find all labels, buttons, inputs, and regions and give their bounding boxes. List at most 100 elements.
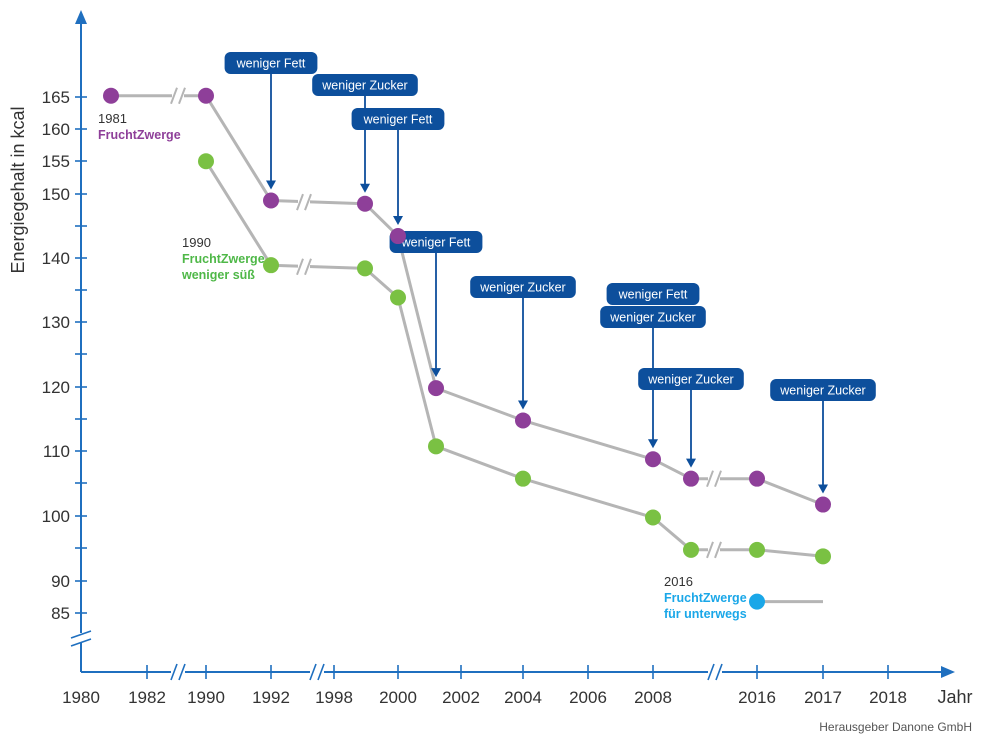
x-axis-break [309, 663, 325, 681]
callout-arrowhead [518, 400, 528, 410]
series-note-name: für unterwegs [664, 607, 747, 621]
x-tick-label: 2008 [634, 688, 672, 707]
data-point-fruchtzwerge [815, 496, 831, 513]
series-line-break [706, 470, 722, 488]
data-point-weniger-suess [390, 289, 406, 306]
callout-box [351, 108, 445, 130]
x-tick-label: 2006 [569, 688, 607, 707]
data-point-weniger-suess [428, 438, 444, 455]
callout-label: weniger Zucker [609, 311, 695, 325]
callout-arrowhead [648, 439, 658, 449]
x-tick-label: 1982 [128, 688, 166, 707]
data-point-fruchtzwerge [263, 192, 279, 209]
y-axis-title: Energiegehalt in kcal [8, 106, 28, 273]
x-axis-break [707, 663, 723, 681]
data-point-fruchtzwerge [645, 451, 661, 468]
data-point-weniger-suess [515, 470, 531, 487]
series-line-fruchtzwerge [111, 94, 824, 506]
callout-arrowhead [266, 180, 276, 190]
y-tick-label: 150 [42, 185, 70, 204]
callout-box [606, 283, 700, 305]
x-tick-label: 2018 [869, 688, 907, 707]
callout-arrowhead [360, 183, 370, 193]
y-tick-label: 120 [42, 378, 70, 397]
y-axis-break [70, 630, 92, 647]
x-tick-label: 1990 [187, 688, 225, 707]
callout-label: weniger Zucker [779, 384, 865, 398]
x-tick-label: 2000 [379, 688, 417, 707]
callout-box [600, 306, 706, 328]
callout-box [770, 379, 876, 401]
axes: 165 160 155 150 140 130 120 110 100 90 85 1980 1982 1… [8, 10, 973, 707]
data-points [103, 87, 831, 610]
x-tick-label: 2002 [442, 688, 480, 707]
callout: weniger Zucker [770, 379, 876, 494]
callout-label: weniger Fett [618, 288, 688, 302]
data-point-fruchtzwerge [198, 87, 214, 104]
x-axis-arrow [941, 666, 955, 678]
data-point-fruchtzwerge [428, 380, 444, 397]
y-tick-label: 130 [42, 313, 70, 332]
callout-arrowhead [431, 368, 441, 378]
series-note-year: 1990 [182, 235, 211, 250]
data-point-weniger-suess [198, 153, 214, 170]
callout-box [312, 74, 418, 96]
y-tick-label: 100 [42, 507, 70, 526]
y-tick-label: 165 [42, 88, 70, 107]
callout: weniger Fett [224, 52, 318, 190]
x-tick-label: 2017 [804, 688, 842, 707]
y-tick-label: 160 [42, 120, 70, 139]
series-note-year: 1981 [98, 111, 127, 126]
callout: weniger Zucker [638, 368, 744, 468]
callout-arrowhead [393, 216, 403, 226]
callout-box [638, 368, 744, 390]
data-point-weniger-suess [749, 541, 765, 558]
callout: weniger Zucker [470, 276, 576, 410]
data-point-unterwegs [749, 593, 765, 610]
x-tick-label: 2016 [738, 688, 776, 707]
y-tick-label: 110 [43, 442, 70, 461]
series-note: 1981 FruchtZwerge [98, 111, 181, 142]
data-point-weniger-suess [263, 257, 279, 274]
series-lines [111, 87, 824, 604]
data-point-fruchtzwerge [103, 87, 119, 104]
y-tick-label: 140 [42, 249, 70, 268]
series-note-name: FruchtZwerge [182, 252, 265, 266]
series-line-break [296, 193, 312, 211]
publisher-credit: Herausgeber Danone GmbH [819, 720, 972, 734]
x-tick-label: 1992 [252, 688, 290, 707]
callout-label: weniger Fett [236, 57, 306, 71]
y-tick-label: 155 [42, 152, 70, 171]
data-point-fruchtzwerge [390, 228, 406, 245]
callout: weniger Fett [389, 231, 483, 378]
data-point-weniger-suess [357, 260, 373, 277]
y-axis-arrow [75, 10, 87, 24]
data-point-fruchtzwerge [683, 470, 699, 487]
y-tick-label: 90 [51, 572, 70, 591]
callout-label: weniger Zucker [647, 373, 733, 387]
x-tick-label: 1998 [315, 688, 353, 707]
series-note-name: weniger süß [181, 268, 255, 282]
callout: weniger Fett [351, 108, 445, 226]
callout-box [389, 231, 483, 253]
series-note: 2016 FruchtZwerge für unterwegs [664, 574, 747, 621]
x-tick-label: 1980 [62, 688, 100, 707]
data-point-weniger-suess [683, 541, 699, 558]
callout: weniger Fett weniger Zucker [600, 283, 706, 449]
data-point-weniger-suess [815, 548, 831, 565]
callout-arrowhead [686, 458, 696, 468]
callout-label: weniger Zucker [479, 281, 565, 295]
series-line-break [706, 541, 722, 559]
callout-box [470, 276, 576, 298]
callout-label: weniger Fett [363, 113, 433, 127]
series-notes: 1981 FruchtZwerge 1990 FruchtZwerge weniger … [98, 111, 747, 621]
series-line-break [170, 87, 186, 105]
series-note-name: FruchtZwerge [98, 128, 181, 142]
callout-arrowhead [818, 484, 828, 494]
series-line-weniger-suess [204, 160, 824, 558]
series-note-year: 2016 [664, 574, 693, 589]
series-line-break [296, 258, 312, 276]
series-note: 1990 FruchtZwerge weniger süß [181, 235, 265, 282]
